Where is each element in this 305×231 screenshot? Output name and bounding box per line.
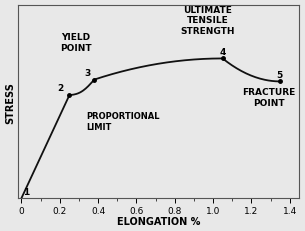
Text: FRACTURE
POINT: FRACTURE POINT: [242, 88, 295, 107]
Y-axis label: STRESS: STRESS: [5, 81, 15, 123]
Text: YIELD
POINT: YIELD POINT: [60, 33, 92, 52]
Text: 5: 5: [276, 71, 282, 80]
X-axis label: ELONGATION %: ELONGATION %: [117, 216, 200, 226]
Text: 2: 2: [57, 84, 64, 93]
Text: ULTIMATE
TENSILE
STRENGTH: ULTIMATE TENSILE STRENGTH: [180, 6, 235, 36]
Text: 1: 1: [23, 187, 30, 196]
Text: 4: 4: [219, 48, 226, 56]
Text: 3: 3: [84, 69, 91, 77]
Text: PROPORTIONAL
LIMIT: PROPORTIONAL LIMIT: [87, 112, 160, 131]
